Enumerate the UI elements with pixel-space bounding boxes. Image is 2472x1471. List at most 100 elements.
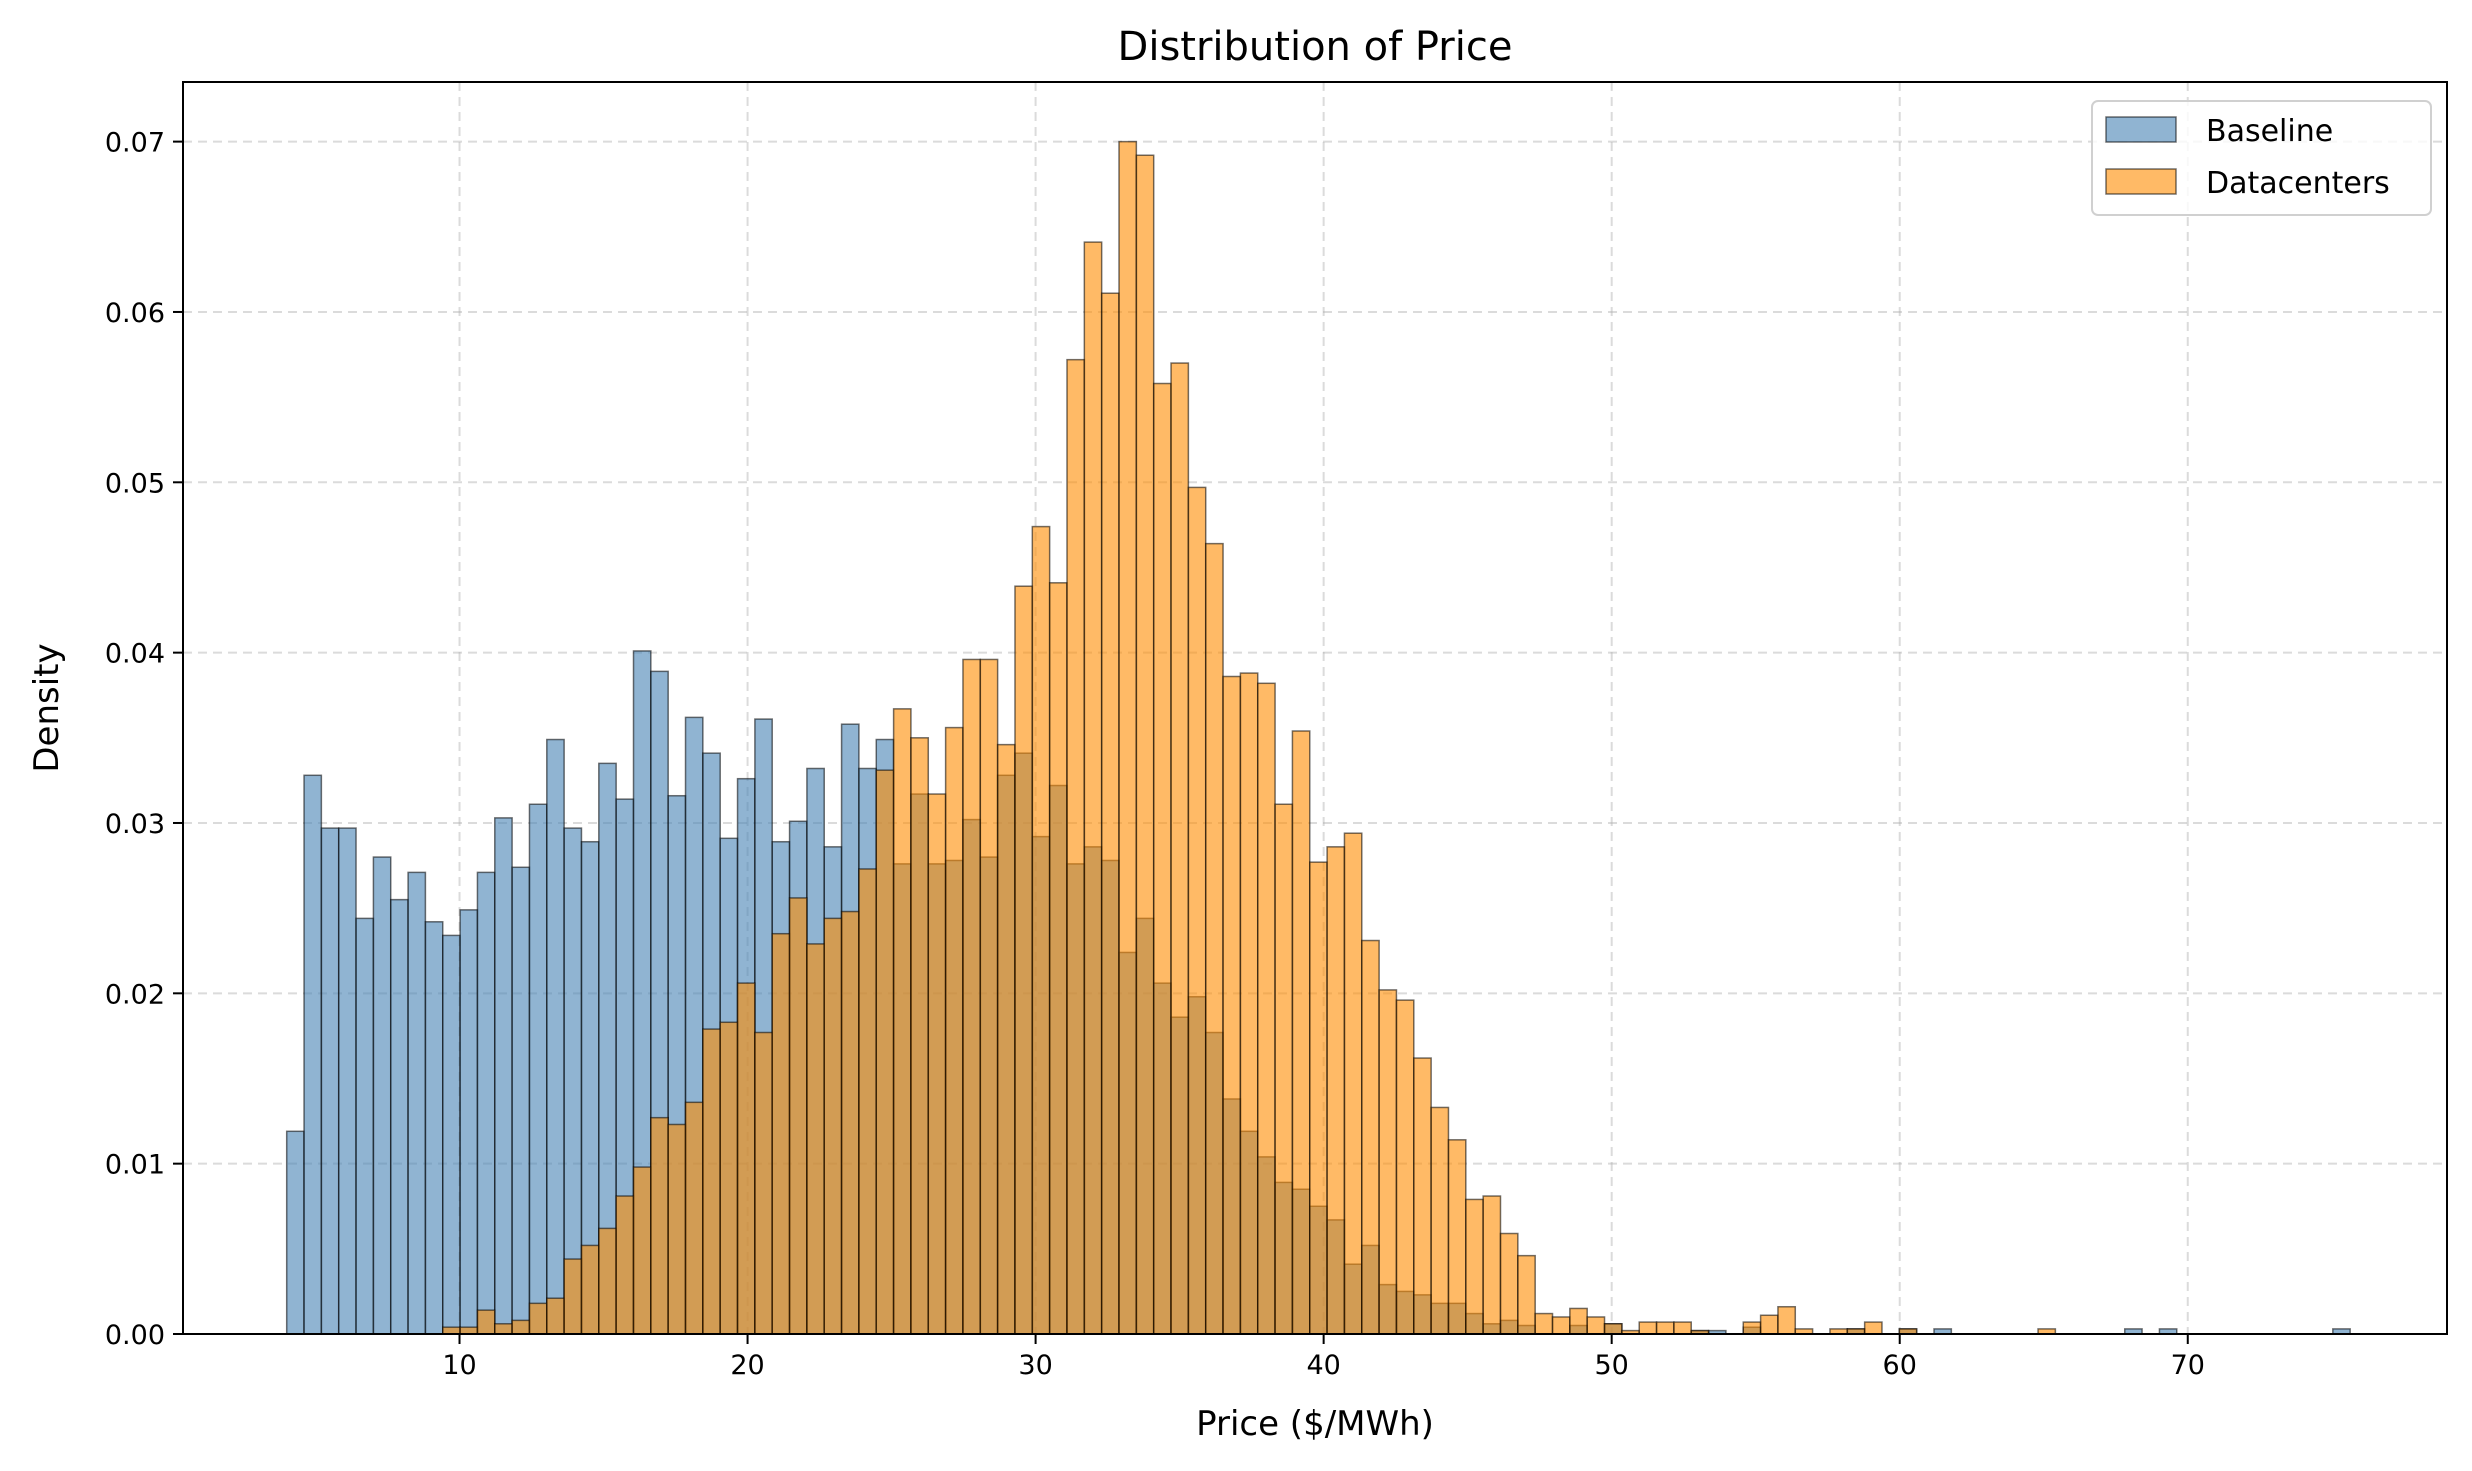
histogram-bar-datacenters — [1430, 1106, 1450, 1335]
histogram-bar-datacenters — [1759, 1314, 1779, 1335]
y-tick-label: 0.01 — [105, 1150, 165, 1181]
histogram-bar-datacenters — [1742, 1321, 1762, 1335]
histogram-bar-datacenters — [1378, 989, 1398, 1335]
histogram-bar-datacenters — [702, 1028, 721, 1335]
chart-title: Distribution of Price — [1118, 24, 1513, 70]
histogram-bar-baseline — [476, 871, 496, 1335]
histogram-bar-datacenters — [892, 708, 912, 1335]
histogram-bar-baseline — [459, 909, 479, 1335]
histogram-bar-baseline — [511, 866, 531, 1335]
x-tick-label: 70 — [2171, 1350, 2205, 1381]
x-tick-label: 50 — [1595, 1350, 1629, 1381]
histogram-bar-datacenters — [979, 658, 999, 1335]
ticks: 10 20 30 40 50 60 70 0.00 0.01 0.02 0.03 0.04 0.05 0.… — [105, 128, 2205, 1381]
histogram-bar-datacenters — [1863, 1321, 1883, 1335]
histogram-bar-baseline — [372, 856, 392, 1335]
histogram-bar-datacenters — [1100, 292, 1120, 1335]
histogram-bar-datacenters — [1413, 1057, 1432, 1335]
histogram-bar-datacenters — [459, 1326, 479, 1335]
histogram-bar-datacenters — [1361, 939, 1380, 1335]
histogram-bar-baseline — [546, 738, 565, 1335]
legend-label-datacenters: Datacenters — [2206, 166, 2390, 201]
histogram-bar-baseline — [442, 934, 461, 1335]
y-tick-label: 0.04 — [105, 639, 165, 670]
histogram-bar-datacenters — [598, 1227, 617, 1335]
histogram-bar-datacenters — [1395, 999, 1415, 1335]
legend: Baseline Datacenters — [2091, 100, 2432, 216]
histogram-bar-baseline — [494, 817, 513, 1335]
histogram-bar-datacenters — [1066, 358, 1086, 1335]
histogram-bar-datacenters — [1343, 832, 1363, 1335]
histogram-bar-datacenters — [1586, 1316, 1606, 1335]
histogram-bar-baseline — [320, 827, 340, 1335]
histogram-bar-datacenters — [996, 743, 1016, 1335]
histogram-bar-datacenters — [442, 1326, 461, 1335]
x-tick-label: 20 — [730, 1350, 764, 1381]
histogram-bar-datacenters — [823, 917, 843, 1335]
histogram-bar-datacenters — [1274, 803, 1294, 1335]
histogram-bar-datacenters — [1655, 1321, 1675, 1335]
histogram-bar-datacenters — [806, 943, 825, 1335]
histogram-bar-datacenters — [1222, 675, 1242, 1335]
histogram-bar-baseline — [563, 827, 583, 1335]
series-datacenters — [442, 140, 2057, 1335]
histogram-bar-datacenters — [476, 1309, 496, 1335]
histogram-bar-datacenters — [788, 897, 808, 1335]
histogram-bar-datacenters — [1517, 1254, 1536, 1335]
histogram-bar-datacenters — [1447, 1139, 1467, 1335]
histogram-bar-datacenters — [632, 1166, 652, 1335]
histogram-bar-datacenters — [1135, 154, 1155, 1335]
histogram-bar-datacenters — [1048, 582, 1068, 1335]
histogram-bar-datacenters — [1031, 525, 1051, 1335]
y-tick-label: 0.05 — [105, 468, 165, 499]
legend-swatch-datacenters — [2105, 168, 2177, 195]
histogram-bar-datacenters — [944, 726, 964, 1335]
histogram-bar-datacenters — [736, 982, 756, 1335]
histogram-bar-datacenters — [910, 737, 930, 1335]
bars — [285, 140, 2351, 1335]
histogram-bar-datacenters — [580, 1244, 600, 1335]
histogram-bar-baseline — [407, 871, 427, 1335]
histogram-bar-datacenters — [546, 1297, 565, 1335]
histogram-bar-datacenters — [1118, 140, 1138, 1335]
y-tick-label: 0.07 — [105, 128, 165, 159]
y-tick-label: 0.03 — [105, 809, 165, 840]
histogram-bar-datacenters — [1551, 1316, 1571, 1335]
histogram-bar-datacenters — [754, 1031, 773, 1335]
legend-label-baseline: Baseline — [2206, 114, 2333, 149]
histogram-bar-datacenters — [927, 793, 947, 1335]
histogram-bar-datacenters — [1777, 1305, 1797, 1335]
x-tick-label: 60 — [1883, 1350, 1917, 1381]
histogram-bar-datacenters — [1673, 1321, 1692, 1335]
histogram-bar-datacenters — [1239, 672, 1259, 1335]
histogram-bar-datacenters — [1638, 1321, 1658, 1335]
histogram-bar-datacenters — [563, 1258, 583, 1335]
histogram-bar-datacenters — [858, 868, 878, 1335]
histogram-bar-datacenters — [494, 1323, 513, 1335]
histogram-bar-datacenters — [719, 1021, 739, 1335]
histogram-bar-datacenters — [1326, 846, 1346, 1335]
histogram-bar-baseline — [424, 921, 444, 1335]
histogram-bar-datacenters — [511, 1319, 531, 1335]
histogram-bar-datacenters — [1187, 486, 1207, 1335]
x-tick-label: 30 — [1018, 1350, 1052, 1381]
histogram-bar-datacenters — [840, 910, 860, 1335]
histogram-bar-datacenters — [667, 1123, 687, 1335]
histogram-bar-datacenters — [962, 658, 982, 1335]
histogram-bar-datacenters — [1534, 1312, 1554, 1335]
histogram-bar-datacenters — [1204, 542, 1224, 1335]
histogram-bar-baseline — [355, 917, 375, 1335]
histogram-bar-datacenters — [1256, 682, 1276, 1335]
y-axis-label: Density — [27, 643, 67, 772]
y-tick-label: 0.06 — [105, 298, 165, 329]
histogram-bar-baseline — [285, 1130, 305, 1335]
y-tick-label: 0.00 — [105, 1320, 165, 1351]
x-axis-label: Price ($/MWh) — [1196, 1404, 1434, 1444]
histogram-bar-datacenters — [875, 769, 895, 1335]
histogram-bar-baseline — [337, 827, 357, 1335]
histogram-bar-datacenters — [650, 1116, 669, 1335]
histogram-bar-datacenters — [1152, 382, 1172, 1335]
x-tick-label: 10 — [442, 1350, 476, 1381]
x-tick-label: 40 — [1306, 1350, 1340, 1381]
